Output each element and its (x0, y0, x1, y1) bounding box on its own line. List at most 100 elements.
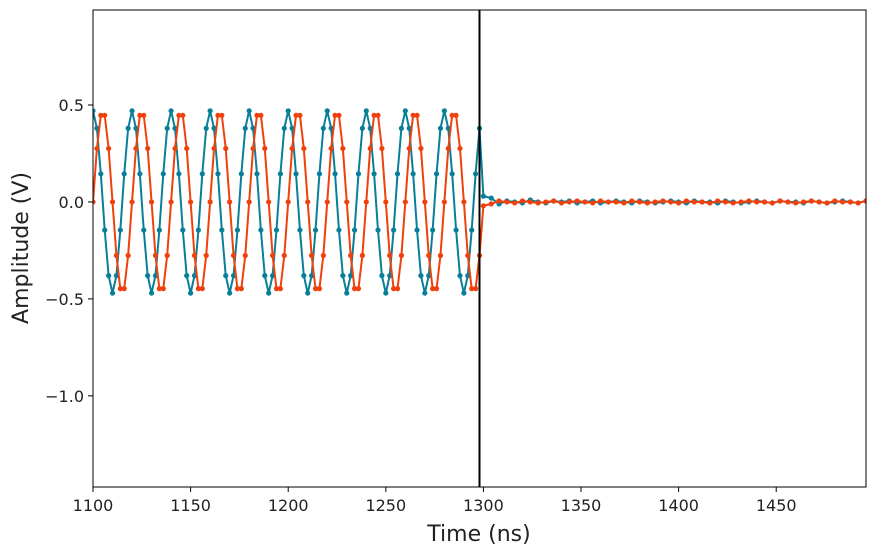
data-point (707, 200, 713, 206)
x-tick-label: 1200 (268, 496, 309, 515)
data-point (293, 112, 299, 118)
data-point (691, 199, 697, 205)
x-tick-label: 1300 (463, 496, 504, 515)
data-point (746, 198, 752, 204)
data-point (457, 145, 463, 152)
data-point (808, 198, 814, 204)
data-point (535, 200, 541, 206)
data-point (297, 112, 303, 118)
data-point (184, 273, 190, 279)
data-point (242, 125, 248, 131)
data-point (383, 199, 389, 205)
data-point (551, 198, 557, 204)
data-point (141, 227, 147, 233)
data-point (344, 290, 350, 296)
data-point (109, 199, 116, 205)
data-point (172, 145, 178, 152)
data-point (433, 286, 440, 292)
data-point (117, 227, 123, 233)
data-point (227, 199, 233, 205)
data-point (297, 227, 303, 233)
data-point (410, 171, 416, 177)
data-point (457, 273, 463, 279)
data-point (145, 145, 151, 152)
data-point (621, 200, 627, 206)
data-point (351, 227, 358, 233)
data-point (398, 252, 405, 259)
data-point (324, 108, 330, 114)
data-point (227, 290, 233, 296)
data-point (188, 199, 194, 205)
data-point (117, 286, 123, 292)
data-point (469, 227, 475, 233)
data-point (652, 199, 658, 205)
data-point (203, 252, 209, 259)
data-point (683, 198, 690, 204)
data-point (98, 171, 104, 177)
data-point (238, 286, 244, 292)
data-point (816, 199, 822, 205)
data-point (644, 200, 650, 206)
data-point (410, 112, 416, 118)
data-point (180, 112, 186, 118)
data-point (152, 252, 159, 259)
data-point (863, 198, 866, 204)
data-point (398, 125, 405, 131)
data-point (839, 199, 846, 205)
data-point (558, 200, 565, 206)
data-point (266, 199, 272, 205)
data-point (254, 171, 260, 177)
data-point (234, 286, 241, 292)
data-point (527, 199, 533, 205)
data-point (316, 286, 323, 292)
data-point (328, 145, 334, 152)
data-point (359, 125, 365, 131)
data-point (363, 108, 369, 114)
data-point (394, 286, 401, 292)
data-point (98, 112, 104, 118)
data-point (160, 171, 166, 177)
data-point (574, 198, 580, 204)
data-point (660, 198, 666, 204)
data-point (371, 112, 377, 118)
data-point (414, 227, 420, 233)
data-point (176, 171, 182, 177)
data-point (94, 145, 100, 152)
data-point (590, 200, 596, 206)
data-point (191, 252, 198, 259)
data-point (402, 199, 408, 205)
data-point (184, 145, 190, 152)
data-point (133, 145, 139, 152)
x-tick-label: 1100 (73, 496, 114, 515)
data-point (320, 125, 326, 131)
data-point (668, 199, 674, 205)
data-point (156, 286, 162, 292)
data-point (340, 273, 346, 279)
data-point (199, 171, 205, 177)
data-point (93, 199, 96, 205)
data-point (336, 112, 342, 118)
data-point (125, 252, 131, 259)
data-point (433, 171, 440, 177)
data-point (285, 199, 291, 205)
data-point (156, 227, 162, 233)
data-point (761, 199, 768, 205)
data-point (785, 199, 791, 205)
y-tick-label: 0.0 (59, 193, 84, 212)
x-tick-label: 1150 (170, 496, 211, 515)
data-point (426, 252, 432, 259)
data-point (469, 286, 475, 292)
data-point (754, 199, 760, 205)
data-point (238, 171, 244, 177)
x-tick-label: 1450 (756, 496, 797, 515)
data-point (629, 198, 635, 204)
data-point (148, 199, 155, 205)
data-point (121, 286, 127, 292)
data-point (219, 227, 225, 233)
y-tick-label: −0.5 (45, 290, 84, 309)
data-point (246, 199, 252, 205)
data-point (137, 112, 143, 118)
data-point (254, 112, 260, 118)
data-point (379, 273, 385, 279)
data-point (406, 145, 412, 152)
